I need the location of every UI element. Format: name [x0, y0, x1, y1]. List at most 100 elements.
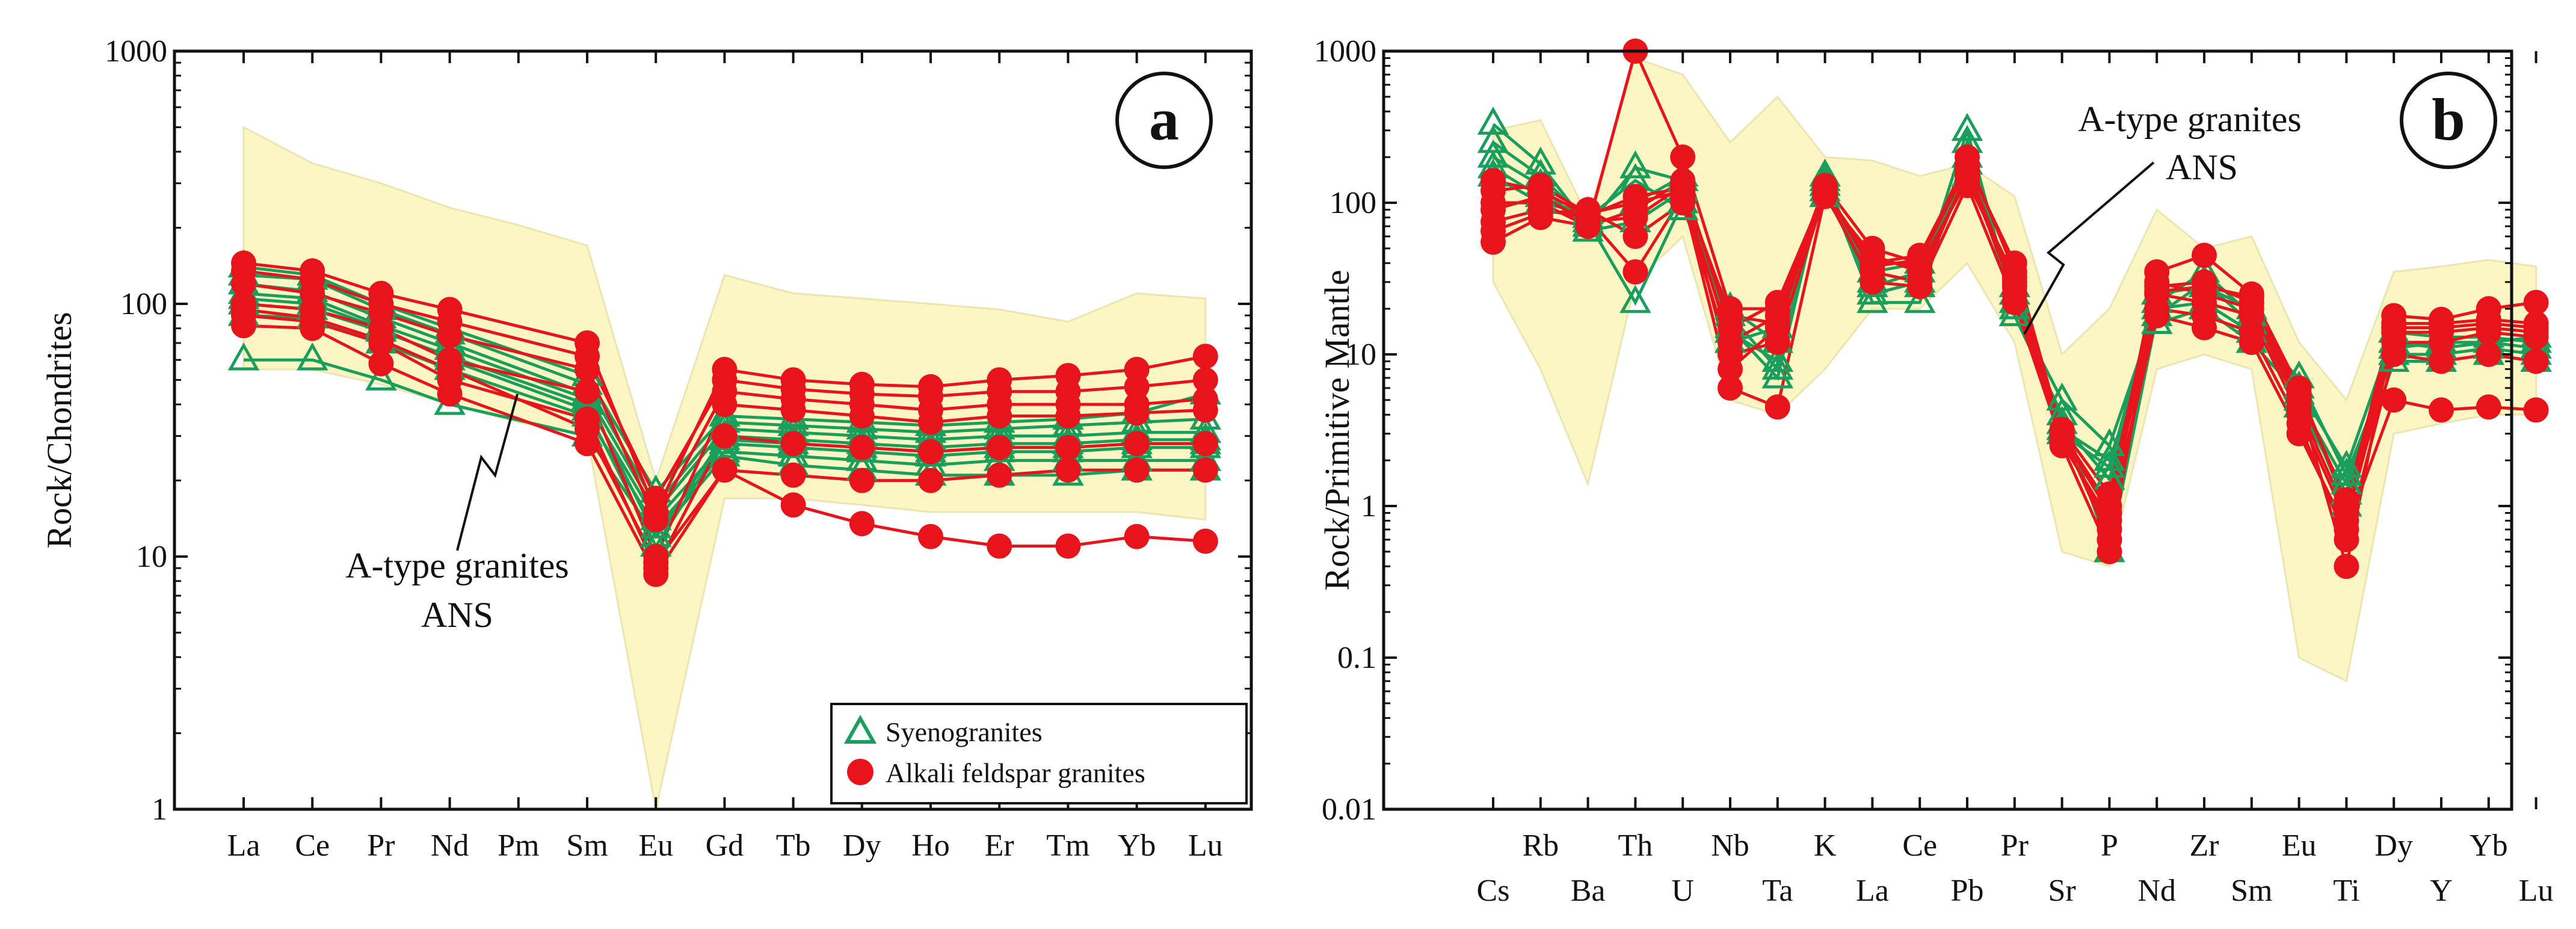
- legend-box: [830, 703, 1248, 804]
- panel-b-alkali-granite-point: [2192, 274, 2217, 300]
- panel-b-alkali-granite-point: [1764, 289, 1790, 315]
- panel-a-alkali-granite-point: [780, 492, 806, 518]
- panel-b-syenogranite-point: [2094, 443, 2125, 471]
- panel-b-x-tick-label-eu: Eu: [2282, 829, 2317, 863]
- panel-b-alkali-granite-point: [2286, 421, 2312, 446]
- panel-a-alkali-granite-point: [712, 392, 738, 418]
- panel-b-syenogranite-point: [2331, 457, 2362, 486]
- panel-a-alkali-granite-point: [1124, 374, 1150, 400]
- panel-b-alkali-granite-point: [1670, 175, 1696, 201]
- panel-b-y-tick-label: 1: [1361, 489, 1376, 523]
- panel-a-y-tick-label: 1000: [105, 34, 167, 69]
- panel-b-alkali-granite-point: [2334, 554, 2359, 579]
- panel-a-x-tick-label-lu: Lu: [1188, 829, 1223, 863]
- panel-a-alkali-granite-point: [1192, 528, 1218, 554]
- panel-b-x-tick-label-yb: Yb: [2470, 829, 2508, 863]
- panel-a-field-label-line2: ANS: [421, 595, 493, 635]
- panel-b-alkali-granite-point: [1718, 303, 1743, 329]
- panel-b-frame: [1382, 49, 2513, 811]
- panel-a-x-tick-label-gd: Gd: [706, 829, 744, 863]
- panel-b-alkali-granite-point: [1527, 178, 1553, 204]
- panel-b-y-axis-title: Rock/Primitive Mantle: [1317, 270, 1357, 590]
- panel-a-x-tick-label-eu: Eu: [638, 829, 673, 863]
- panel-b-x-tick-label-sm: Sm: [2231, 874, 2272, 908]
- panel-a-alkali-granite-point: [1055, 403, 1081, 429]
- panel-b-alkali-granite-point: [2476, 394, 2501, 420]
- panel-b-syenogranite-point: [2094, 449, 2125, 478]
- panel-b-alkali-granite-point: [1481, 168, 1506, 194]
- panel-b-x-tick-label-nb: Nb: [1711, 829, 1749, 863]
- panel-a-alkali-granite-point: [918, 409, 943, 435]
- panel-b-chart: 0.01 0.1 1 10 100 1000 Cs Rb Ba Th U Nb Ta K La Ce Pb Pr S…: [1314, 34, 2553, 908]
- panel-b-y-tick-label: 10: [1345, 338, 1376, 372]
- panel-a-alkali-granite-point: [575, 378, 600, 404]
- panel-b-x-tick-label-dy: Dy: [2374, 829, 2413, 863]
- panel-b-alkali-granite-point: [1481, 190, 1506, 215]
- panel-a-alkali-granite-point: [300, 305, 325, 331]
- panel-b-x-tick-label-zr: Zr: [2189, 829, 2219, 863]
- legend-triangle-marker: [843, 714, 877, 744]
- panel-a-alkali-granite-point: [1055, 533, 1081, 559]
- panel-b-alkali-granite-point: [1481, 218, 1506, 244]
- panel-b-alkali-granite-point: [2429, 348, 2454, 374]
- panel-a-syenogranite-point: [227, 342, 260, 371]
- panel-b-alkali-granite-point: [2523, 397, 2549, 423]
- panel-a-alkali-granite-point: [987, 462, 1012, 488]
- panel-a-alkali-granite-point: [1192, 431, 1218, 457]
- panel-a-y-tick-label: 10: [136, 540, 167, 574]
- panel-b-alkali-granite-point: [1907, 274, 1933, 300]
- panel-b-alkali-granite-point: [2001, 265, 2027, 291]
- panel-a-y-tick-label: 1: [152, 792, 167, 827]
- panel-b-alkali-granite-point: [2144, 303, 2170, 329]
- panel-a-alkali-granite-point: [1124, 431, 1150, 457]
- panel-b-x-tick-label-la: La: [1856, 874, 1889, 908]
- legend-label-alkali-feldspar-granites: Alkali feldspar granites: [886, 758, 1145, 788]
- panel-b-x-tick-label-pb: Pb: [1951, 874, 1984, 908]
- panel-b-alkali-granite-point: [1764, 394, 1790, 420]
- legend-circle-marker: [847, 759, 874, 785]
- panel-a-alkali-granite-point: [437, 323, 463, 348]
- panel-a-x-tick-label-pm: Pm: [498, 829, 539, 863]
- panel-b-x-tick-label-sr: Sr: [2048, 874, 2075, 908]
- panel-a-alkali-granite-point: [643, 549, 669, 575]
- panel-a-x-tick-label-ho: Ho: [911, 829, 950, 863]
- panel-b-label: b: [2432, 86, 2465, 153]
- panel-b-field-label-line2: ANS: [2166, 147, 2238, 187]
- panel-a-field-label-line1: A-type granites: [345, 546, 569, 585]
- panel-a-alkali-granite-point: [780, 431, 806, 457]
- panel-a-alkali-granite-point: [987, 403, 1012, 429]
- panel-b-x-tick-label-pr: Pr: [2001, 829, 2029, 863]
- panel-b-alkali-granite-point: [1860, 247, 1885, 273]
- panel-b-alkali-granite-point: [2523, 310, 2549, 336]
- panel-b-alkali-granite-point: [1764, 330, 1790, 356]
- panel-b-alkali-granite-point: [2239, 284, 2264, 310]
- panel-b-syenogranite-point: [2331, 449, 2362, 478]
- panel-a-alkali-granite-point: [368, 327, 394, 353]
- panel-b-syenogranite-point: [1903, 285, 1936, 313]
- panel-a-alkali-granite-point: [575, 416, 600, 442]
- panel-a-frame: [173, 49, 1253, 811]
- panel-b-alkali-granite-point: [2192, 242, 2217, 268]
- panel-a-field-pointer: [456, 394, 519, 551]
- panel-b-alkali-granite-point: [2097, 481, 2122, 507]
- panel-a-alkali-granite-point: [1124, 400, 1150, 426]
- panel-a-x-tick-label-dy: Dy: [843, 829, 881, 863]
- panel-a-alkali-granite-point: [643, 507, 669, 532]
- panel-a-x-tick-label-nd: Nd: [431, 829, 469, 863]
- panel-a-alkali-granite-point: [849, 468, 875, 493]
- panel-b-alkali-granite-point: [2523, 289, 2549, 315]
- panel-b-syenogranite-point: [1619, 285, 1651, 313]
- panel-b-alkali-granite-point: [2144, 279, 2170, 304]
- panel-b-y-tick-label: 0.1: [1337, 641, 1376, 675]
- panel-a-alkali-granite-point: [1192, 397, 1218, 423]
- panel-b-syenogranite-point: [1619, 150, 1651, 179]
- panel-b-alkali-granite-point: [1575, 203, 1601, 229]
- panel-a-chart: 1 10 100 1000 La Ce Pr Nd Pm Sm Eu Gd Tb Dy Ho Er Tm Yb Lu…: [40, 34, 1253, 863]
- panel-b-alkali-granite-point: [2429, 397, 2454, 423]
- panel-a-alkali-granite-point: [987, 533, 1012, 559]
- panel-b-syenogranite-point: [1761, 360, 1794, 389]
- panel-b-alkali-granite-point: [1907, 253, 1933, 279]
- panel-b-alkali-granite-point: [1955, 168, 1980, 194]
